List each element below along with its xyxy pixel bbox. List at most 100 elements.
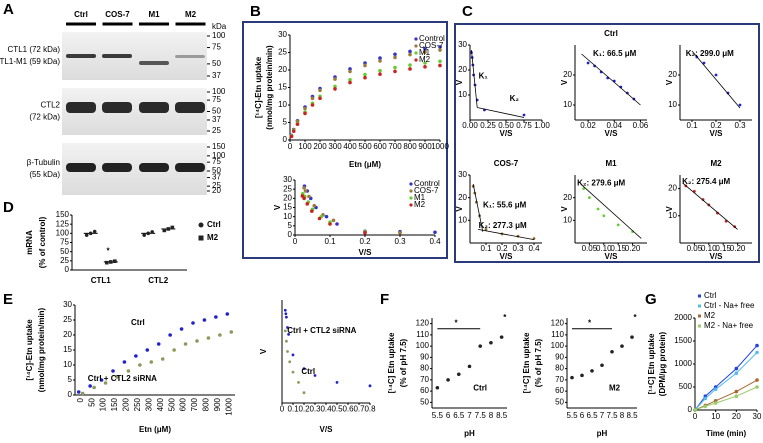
data-point <box>283 308 287 312</box>
blot-label: (72 kDa) <box>29 113 60 122</box>
data-point <box>616 223 620 227</box>
y-tick-label: 2000 <box>674 313 692 322</box>
data-point <box>126 369 131 373</box>
x-tick-label: 400 <box>343 142 357 151</box>
legend-marker <box>698 324 701 328</box>
data-point <box>284 312 288 316</box>
data-point <box>438 59 442 64</box>
blot-label: CTL1-M1 (59 kDa) <box>0 57 60 66</box>
x-tick-label: 0.25 <box>480 121 496 130</box>
y-tick-label: 0 <box>65 265 70 274</box>
series-label: Ctrl + CTL2 siRNA <box>88 374 157 383</box>
data-point <box>393 65 397 70</box>
y-axis-label: (DPM/μg protein) <box>658 331 667 396</box>
y-tick-label: 0 <box>288 230 293 239</box>
y-axis-label: (nmol/mg protein/min) <box>265 45 274 130</box>
data-point <box>214 315 218 319</box>
y-tick-label: 10 <box>668 100 677 109</box>
marker-label: 25 <box>212 126 221 135</box>
x-tick-label: 1000 <box>224 397 233 415</box>
x-tick-label: 0.10 <box>596 244 612 253</box>
y-tick-label: 100 <box>416 341 430 350</box>
legend-marker <box>198 235 204 241</box>
x-tick-label: 50 <box>87 397 96 406</box>
x-tick-label: CTL2 <box>148 276 169 285</box>
data-point <box>438 63 442 68</box>
data-point <box>111 369 115 373</box>
legend-marker <box>198 222 204 228</box>
data-point <box>285 339 288 343</box>
data-point <box>423 65 427 69</box>
annotation: K₂ <box>510 94 520 103</box>
marker-label: 75 <box>212 157 221 166</box>
marker-label: 50 <box>212 166 221 175</box>
data-point <box>287 332 290 336</box>
x-tick-label: 0.3 <box>512 244 524 253</box>
data-point <box>195 339 199 343</box>
data-point <box>393 69 397 74</box>
legend-label: M2 <box>207 233 219 242</box>
x-tick-label: 400 <box>156 397 165 411</box>
data-point <box>76 390 81 394</box>
fit-line <box>691 50 741 109</box>
legend-marker <box>409 203 413 207</box>
x-tick-label: 0.6 <box>342 405 354 414</box>
data-point <box>499 335 504 339</box>
x-tick-label: 900 <box>213 397 222 411</box>
data-point <box>312 203 317 208</box>
data-point <box>701 198 705 201</box>
panel-label: F <box>380 291 389 308</box>
y-tick-label: 80 <box>555 364 564 373</box>
x-tick-label: 500 <box>358 142 372 151</box>
x-tick-label: 5.5 <box>566 411 578 420</box>
x-tick-label: 900 <box>418 142 432 151</box>
y-axis-label: [¹⁴C]-Etn uptake <box>25 319 34 381</box>
y-axis-label: V <box>665 206 674 212</box>
fit-line <box>581 53 641 106</box>
y-axis-label: V <box>560 206 569 212</box>
series-line <box>694 386 758 411</box>
band <box>66 102 96 113</box>
data-point <box>122 360 127 364</box>
band <box>139 163 169 172</box>
y-axis-label: [¹⁴C] Etn uptake <box>387 332 396 393</box>
legend-label: M1 <box>414 193 426 202</box>
legend-marker <box>414 51 418 55</box>
marker-label: 150 <box>212 142 226 151</box>
data-point <box>302 391 306 395</box>
y-tick-label: 1500 <box>674 336 692 345</box>
data-point <box>149 360 154 364</box>
y-tick-label: 10 <box>278 100 287 109</box>
band <box>175 163 205 172</box>
data-point <box>478 344 483 348</box>
x-tick-label: 0.3 <box>734 121 746 130</box>
lane-label: COS-7 <box>105 10 130 19</box>
legend-marker <box>414 58 418 62</box>
data-point <box>283 329 287 333</box>
data-point <box>393 55 397 60</box>
data-point <box>179 327 184 331</box>
x-tick-label: 8.5 <box>626 411 638 420</box>
annotation: K₂: 277.3 μM <box>479 221 527 230</box>
x-axis-label: V/S <box>710 252 724 261</box>
x-axis-label: V/S <box>710 129 724 138</box>
unit-label: kDa <box>212 22 227 31</box>
y-tick-label: 30 <box>458 40 467 49</box>
fit-line <box>682 182 738 230</box>
x-tick-label: 300 <box>328 142 342 151</box>
y-tick-label: 0 <box>688 405 693 414</box>
legend-label: M2 <box>704 311 716 320</box>
y-tick-label: 15 <box>278 83 287 92</box>
data-point <box>84 233 89 237</box>
data-point <box>593 64 597 68</box>
data-point <box>105 260 109 265</box>
x-tick-label: 0.4 <box>528 244 540 253</box>
data-point <box>602 214 606 218</box>
y-axis-label: (nmol/mg protein/min) <box>37 307 46 392</box>
data-point <box>162 228 167 233</box>
y-axis-label: V <box>560 79 569 85</box>
y-axis-label: mRNA <box>25 230 34 255</box>
y-tick-label: 5 <box>288 221 293 230</box>
